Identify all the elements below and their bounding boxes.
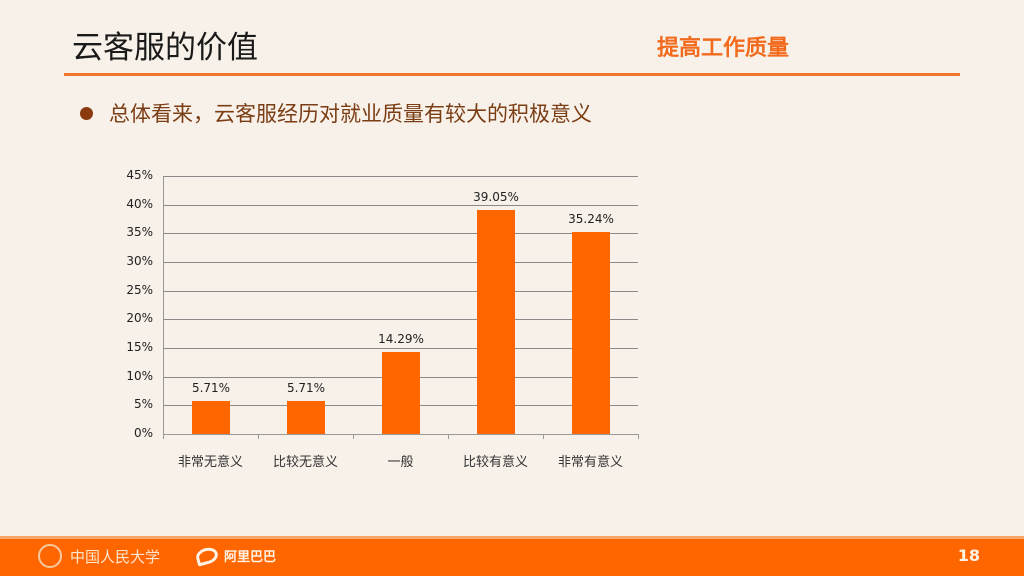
x-tick-mark [543,434,544,439]
x-tick-mark [353,434,354,439]
x-category-label: 比较有意义 [462,455,528,470]
slide-title: 云客服的价值 [72,30,258,66]
bullet-dot-icon [80,106,93,120]
y-tick-label: 45% [126,168,153,182]
gridline [163,233,638,234]
bullet-point: 总体看来，云客服经历对就业质量有较大的积极意义 [80,98,592,128]
y-tick-label: 10% [126,369,153,383]
title-divider [64,73,960,76]
bullet-text: 总体看来，云客服经历对就业质量有较大的积极意义 [109,102,592,126]
alibaba-smile-icon [194,544,220,567]
footer-bar [0,539,1024,576]
gridline [163,291,638,292]
bar-5 [572,232,610,434]
data-label: 5.71% [286,381,326,395]
y-tick-label: 30% [126,254,153,268]
x-tick-mark [448,434,449,439]
x-tick-mark [258,434,259,439]
gridline [163,319,638,320]
bar-3 [382,352,420,434]
university-seal-icon [38,544,62,568]
university-name: 中国人民大学 [70,547,161,566]
x-tick-mark [638,434,639,439]
footer-accent-line [0,536,1024,539]
x-category-label: 比较无意义 [272,455,338,470]
data-label: 39.05% [473,190,519,204]
gridline [163,348,638,349]
data-label: 14.29% [378,332,424,346]
page-number: 18 [957,546,980,565]
data-label: 5.71% [191,381,231,395]
renmin-university-logo: 中国人民大学 [38,544,160,568]
x-category-label: 非常有意义 [557,455,623,470]
y-tick-label: 35% [126,225,153,239]
y-tick-label: 5% [133,397,153,411]
x-category-label: 一般 [387,455,414,470]
y-axis [163,176,164,434]
y-tick-label: 20% [126,311,153,325]
x-axis [163,434,638,435]
gridline [163,205,638,206]
gridline [163,262,638,263]
x-category-label: 非常无意义 [177,455,243,470]
alibaba-name: 阿里巴巴 [224,550,277,565]
bar-4 [477,210,515,434]
gridline [163,176,638,177]
y-tick-label: 40% [126,197,153,211]
y-tick-label: 0% [133,426,153,440]
data-label: 35.24% [568,212,614,226]
bar-1 [192,401,230,434]
bar-2 [287,401,325,434]
y-tick-label: 25% [126,283,153,297]
slide-subtitle: 提高工作质量 [657,36,790,61]
x-tick-mark [163,434,164,439]
alibaba-logo: 阿里巴巴 [194,544,277,567]
y-tick-label: 15% [126,340,153,354]
